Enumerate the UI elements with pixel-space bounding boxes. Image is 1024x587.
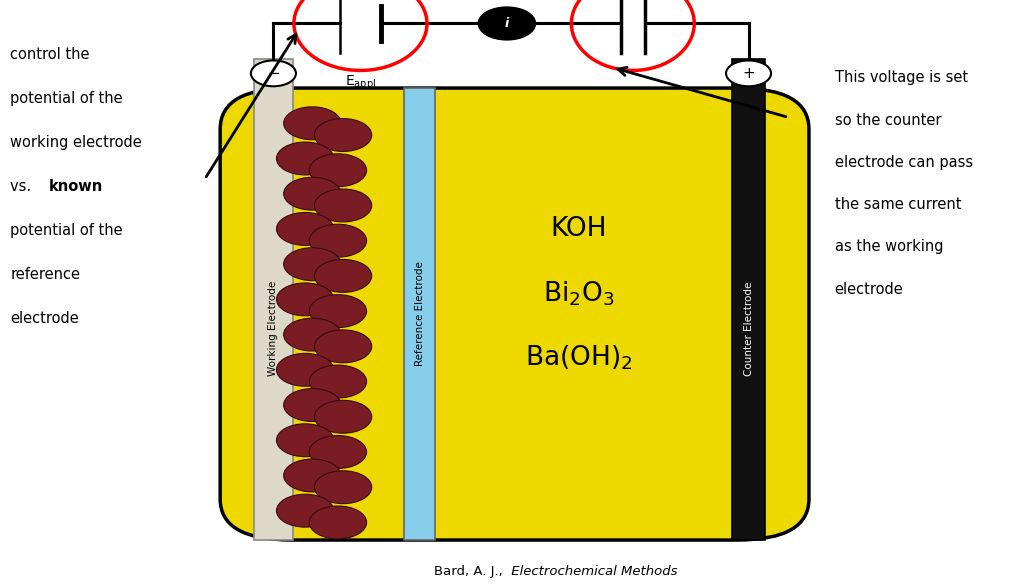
Circle shape <box>284 177 341 210</box>
Circle shape <box>284 318 341 351</box>
Text: Reference Electrode: Reference Electrode <box>415 262 425 366</box>
Circle shape <box>276 494 334 527</box>
Text: control the: control the <box>10 47 90 62</box>
Text: the same current: the same current <box>835 197 962 212</box>
Circle shape <box>309 365 367 398</box>
Circle shape <box>309 154 367 187</box>
Text: This voltage is set: This voltage is set <box>835 70 968 86</box>
Text: −: − <box>267 66 280 81</box>
Circle shape <box>309 295 367 328</box>
Text: Working Electrode: Working Electrode <box>268 281 279 376</box>
Text: vs.: vs. <box>10 179 36 194</box>
Text: Bard, A. J.,: Bard, A. J., <box>434 565 507 578</box>
Text: Bi$_2$O$_3$: Bi$_2$O$_3$ <box>543 279 614 308</box>
Text: potential of the: potential of the <box>10 91 123 106</box>
Circle shape <box>284 107 341 140</box>
Text: electrode: electrode <box>835 282 903 297</box>
Circle shape <box>284 459 341 492</box>
Circle shape <box>314 471 372 504</box>
Text: as the working: as the working <box>835 239 943 255</box>
Circle shape <box>276 142 334 175</box>
Text: known: known <box>49 179 103 194</box>
Bar <box>254 59 293 540</box>
Circle shape <box>251 60 296 86</box>
Text: i: i <box>505 17 509 30</box>
Circle shape <box>726 60 771 86</box>
Circle shape <box>478 7 536 40</box>
Text: $\mathregular{E_{appl}}$: $\mathregular{E_{appl}}$ <box>345 73 376 92</box>
Circle shape <box>314 330 372 363</box>
Circle shape <box>314 119 372 151</box>
Bar <box>404 88 435 540</box>
Text: reference: reference <box>10 267 80 282</box>
Text: KOH: KOH <box>550 216 607 242</box>
Circle shape <box>276 424 334 457</box>
Circle shape <box>276 283 334 316</box>
Text: potential of the: potential of the <box>10 223 123 238</box>
FancyBboxPatch shape <box>220 88 809 540</box>
Text: electrode: electrode <box>10 311 79 326</box>
Circle shape <box>309 436 367 468</box>
Circle shape <box>309 224 367 257</box>
Text: Counter Electrode: Counter Electrode <box>743 282 754 376</box>
Circle shape <box>314 400 372 433</box>
Text: working electrode: working electrode <box>10 135 142 150</box>
Circle shape <box>276 212 334 245</box>
Text: electrode can pass: electrode can pass <box>835 155 973 170</box>
Bar <box>732 59 765 540</box>
Text: Electrochemical Methods: Electrochemical Methods <box>507 565 678 578</box>
Circle shape <box>276 353 334 386</box>
Circle shape <box>284 389 341 421</box>
Circle shape <box>284 248 341 281</box>
Circle shape <box>309 506 367 539</box>
Text: Ba(OH)$_2$: Ba(OH)$_2$ <box>524 344 633 372</box>
Circle shape <box>314 259 372 292</box>
Text: +: + <box>742 66 755 81</box>
Text: so the counter: so the counter <box>835 113 941 128</box>
Circle shape <box>314 189 372 222</box>
